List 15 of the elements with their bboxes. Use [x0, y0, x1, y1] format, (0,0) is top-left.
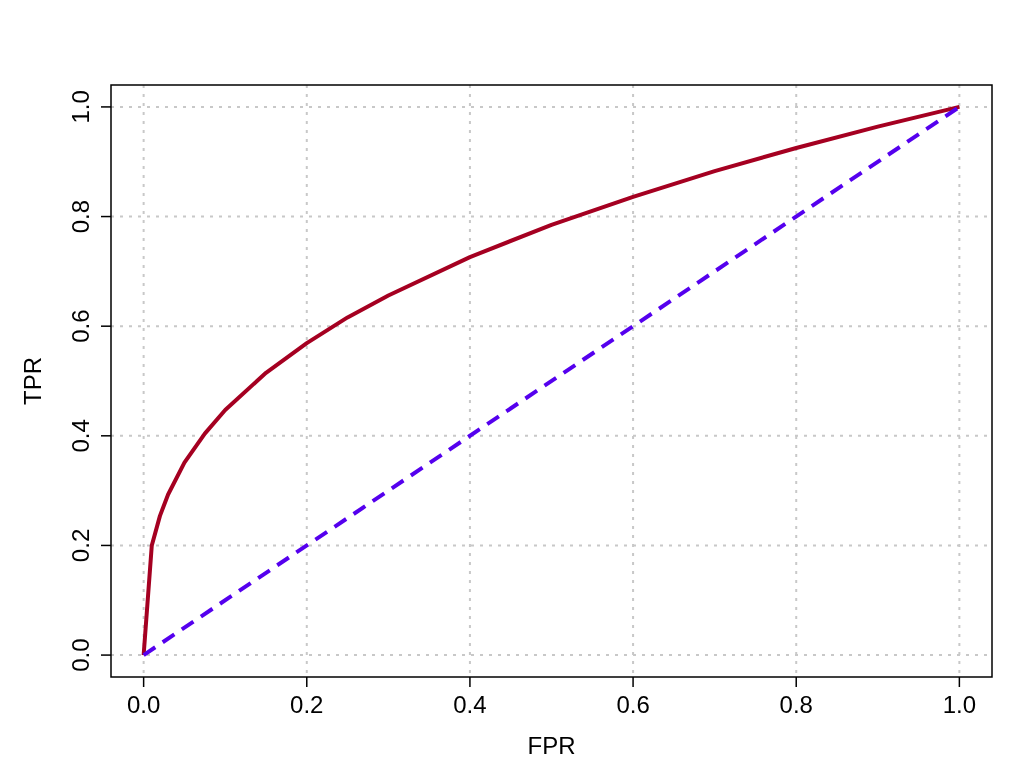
y-tick-label: 1.0	[67, 90, 94, 124]
x-tick-label: 0.4	[453, 691, 487, 718]
x-tick-label: 0.2	[290, 691, 324, 718]
y-tick-label: 0.4	[67, 419, 94, 453]
line-series	[141, 104, 962, 658]
x-tick-label: 0.6	[616, 691, 650, 718]
y-tick-label: 0.8	[67, 199, 94, 234]
x-tick-label: 1.0	[942, 691, 977, 718]
y-axis-title: TPR	[19, 357, 46, 405]
y-tick-label: 0.0	[67, 638, 94, 672]
y-tick-label: 0.6	[67, 309, 94, 343]
y-tick-label: 0.2	[67, 528, 94, 563]
x-tick-label: 0.8	[779, 691, 813, 718]
x-axis-title: FPR	[527, 732, 576, 759]
x-tick-label: 0.0	[126, 691, 161, 718]
